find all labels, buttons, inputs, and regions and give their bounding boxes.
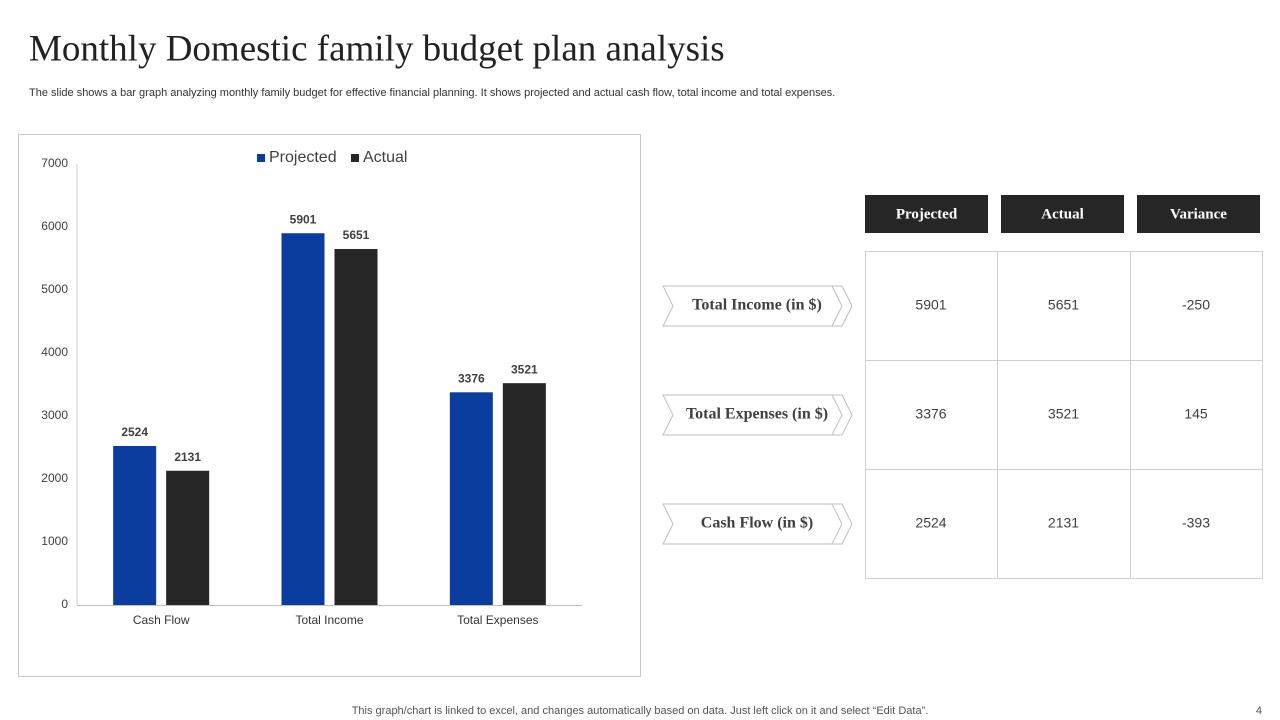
x-tick-label: Cash Flow (133, 613, 190, 627)
y-tick-label: 2000 (41, 471, 68, 485)
table-cell: 2131 (1048, 515, 1079, 531)
row-label-chevron (662, 285, 843, 327)
legend-label: Projected (269, 149, 337, 166)
table-cell: -393 (1182, 515, 1210, 531)
legend-swatch (351, 154, 359, 162)
y-tick-label: 1000 (41, 534, 68, 548)
x-tick-label: Total Income (295, 613, 363, 627)
footer-note: This graph/chart is linked to excel, and… (352, 705, 929, 717)
chart-frame (18, 134, 641, 677)
column-header: Variance (1170, 206, 1227, 222)
table-cell: -250 (1182, 297, 1210, 313)
legend-swatch (257, 154, 265, 162)
y-tick-label: 6000 (41, 219, 68, 233)
table-cell: 3376 (915, 406, 946, 422)
y-tick-label: 7000 (41, 156, 68, 170)
bar (113, 445, 157, 605)
table-cell: 145 (1184, 406, 1208, 422)
column-header: Projected (896, 206, 958, 222)
legend-label: Actual (363, 149, 407, 166)
bar (449, 392, 493, 605)
bar (281, 233, 325, 605)
row-label: Total Expenses (in $) (686, 406, 828, 423)
data-label: 5901 (290, 212, 317, 226)
table-cell: 2524 (915, 515, 946, 531)
data-label: 2131 (174, 450, 201, 464)
row-label-chevron (662, 394, 843, 436)
column-header-bg (1137, 195, 1260, 233)
y-tick-label: 4000 (41, 345, 68, 359)
data-label: 2524 (121, 425, 148, 439)
row-label: Cash Flow (in $) (701, 515, 813, 532)
row-label: Total Income (in $) (692, 297, 822, 314)
column-header: Actual (1041, 206, 1084, 222)
table-cell: 3521 (1048, 406, 1079, 422)
slide-subtitle: The slide shows a bar graph analyzing mo… (29, 87, 835, 99)
y-tick-label: 0 (61, 597, 68, 611)
data-label: 5651 (343, 228, 370, 242)
bar (166, 470, 210, 605)
bar (502, 383, 546, 605)
column-header-bg (865, 195, 988, 233)
table-frame (865, 251, 1263, 579)
data-label: 3376 (458, 371, 485, 385)
page-number: 4 (1256, 705, 1262, 717)
y-tick-label: 5000 (41, 282, 68, 296)
bar (334, 248, 378, 605)
row-label-chevron (662, 503, 843, 545)
table-cell: 5651 (1048, 297, 1079, 313)
data-label: 3521 (511, 362, 538, 376)
column-header-bg (1001, 195, 1124, 233)
y-tick-label: 3000 (41, 408, 68, 422)
table-cell: 5901 (915, 297, 946, 313)
x-tick-label: Total Expenses (457, 613, 538, 627)
slide-title: Monthly Domestic family budget plan anal… (29, 28, 725, 69)
